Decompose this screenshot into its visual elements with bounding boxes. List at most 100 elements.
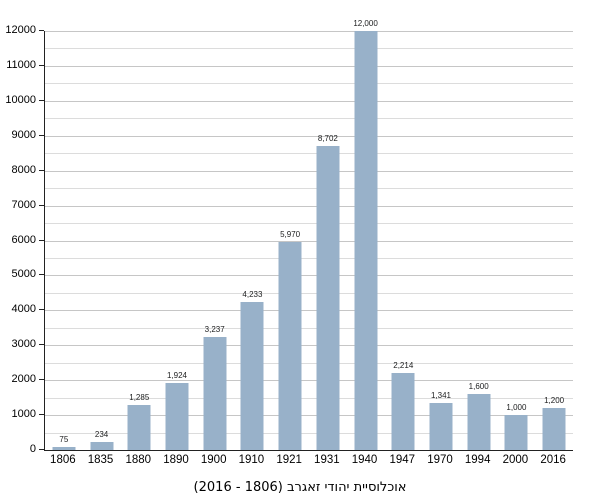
minor-gridline: [45, 223, 573, 225]
major-gridline: [45, 240, 573, 242]
bar-slot: 5,970: [271, 31, 309, 450]
y-tick-label: 6000: [11, 233, 36, 246]
bar-value-label: 234: [94, 429, 109, 439]
x-tick-label: 1994: [464, 454, 491, 466]
bar-value-label: 75: [59, 435, 69, 445]
major-gridline: [45, 415, 573, 417]
y-tick-label: 8000: [11, 163, 36, 176]
y-axis-tick: [39, 344, 44, 346]
bar: [278, 241, 302, 450]
y-tick-label: 5000: [11, 268, 36, 281]
x-tick-label: 1835: [87, 454, 114, 466]
bar: [90, 441, 114, 450]
bar: [127, 405, 151, 450]
x-tick-label: 1947: [389, 454, 416, 466]
bar-slot: 234: [83, 31, 121, 450]
major-gridline: [45, 310, 573, 312]
major-gridline: [45, 31, 573, 32]
bar: [165, 382, 189, 450]
major-gridline: [45, 100, 573, 102]
bar: [203, 336, 227, 450]
bar: [504, 415, 528, 450]
major-gridline: [45, 345, 573, 347]
minor-gridline: [45, 48, 573, 50]
bar-slot: 2,214: [384, 31, 422, 450]
minor-gridline: [45, 118, 573, 120]
x-tick-label: 1970: [427, 454, 453, 466]
plot-area: 75 234 1,285 1,924 3,237 4,233 5,970 8,702 12,00…: [44, 19, 573, 451]
minor-gridline: [45, 153, 573, 155]
y-axis-tick: [39, 414, 44, 416]
major-gridline: [45, 380, 573, 382]
y-axis-tick: [39, 64, 44, 66]
bar-slot: 12,000: [347, 19, 385, 450]
bar-value-label: 2,214: [393, 360, 414, 370]
y-tick-label: 2000: [11, 373, 36, 386]
minor-gridline: [45, 188, 573, 190]
y-axis-tick: [39, 449, 44, 450]
y-tick-label: 10000: [5, 93, 36, 106]
y-tick-label: 4000: [11, 303, 36, 316]
y-axis-tick: [39, 134, 44, 136]
major-gridline: [45, 65, 573, 67]
bar-slot: 1,285: [120, 31, 158, 450]
bar-slot: 4,233: [234, 31, 272, 450]
bar-value-label: 8,702: [317, 134, 338, 144]
bar-slot: 75: [45, 31, 83, 450]
bar-value-label: 1,285: [129, 393, 150, 403]
bar-slot: 1,341: [422, 31, 460, 450]
y-axis-tick: [39, 239, 44, 241]
y-tick-label: 12000: [5, 24, 36, 36]
major-gridline: [45, 135, 573, 137]
y-axis-tick: [39, 30, 44, 31]
y-tick-label: 1000: [11, 408, 36, 421]
bar: [429, 403, 453, 450]
minor-gridline: [45, 397, 573, 399]
x-tick-label: 1940: [351, 454, 378, 466]
chart-title: אוכלוסיית יהודי זאגרב (1806 - 2016): [193, 480, 407, 495]
x-tick-label: 1910: [238, 454, 265, 466]
bar-value-label: 3,237: [204, 324, 225, 334]
bar-value-label: 1,000: [506, 403, 527, 413]
y-axis-tick: [39, 204, 44, 206]
x-tick-label: 1921: [276, 454, 302, 466]
bar-slot: 3,237: [196, 31, 234, 450]
y-axis-tick: [39, 309, 44, 311]
y-tick-label: 11000: [6, 58, 36, 71]
x-tick-label: 1880: [125, 454, 152, 466]
major-gridline: [45, 205, 573, 207]
bar-value-label: 5,970: [280, 229, 301, 239]
y-axis-tick: [39, 379, 44, 381]
major-gridline: [45, 170, 573, 172]
minor-gridline: [45, 292, 573, 294]
y-tick-label: 3000: [11, 338, 36, 351]
bar: [542, 408, 566, 450]
x-tick-label: 1806: [50, 454, 76, 466]
x-tick-label: 1900: [200, 454, 227, 466]
bars-layer: 75 234 1,285 1,924 3,237 4,233 5,970 8,702 12,00…: [45, 19, 573, 450]
y-axis-tick: [39, 274, 44, 276]
bar-value-label: 1,924: [166, 370, 187, 380]
minor-gridline: [45, 362, 573, 364]
y-axis-tick: [39, 169, 44, 171]
bar-value-label: 12,000: [353, 19, 378, 28]
bar-slot: 1,000: [498, 31, 536, 450]
minor-gridline: [45, 257, 573, 259]
x-tick-label: 1890: [163, 454, 189, 466]
y-tick-label: 0: [29, 443, 36, 455]
minor-gridline: [45, 83, 573, 85]
minor-gridline: [45, 327, 573, 329]
bar-slot: 8,702: [309, 31, 347, 450]
bar: [467, 394, 491, 450]
y-tick-label: 7000: [11, 198, 36, 211]
bar: [52, 447, 76, 450]
x-tick-label: 2016: [540, 454, 566, 466]
bar-value-label: 1,341: [430, 391, 451, 401]
bar-slot: 1,600: [460, 31, 498, 450]
bar-value-label: 1,600: [468, 382, 489, 392]
major-gridline: [45, 275, 573, 277]
y-tick-label: 9000: [11, 128, 36, 141]
minor-gridline: [45, 432, 573, 434]
x-tick-label: 1931: [314, 454, 340, 466]
